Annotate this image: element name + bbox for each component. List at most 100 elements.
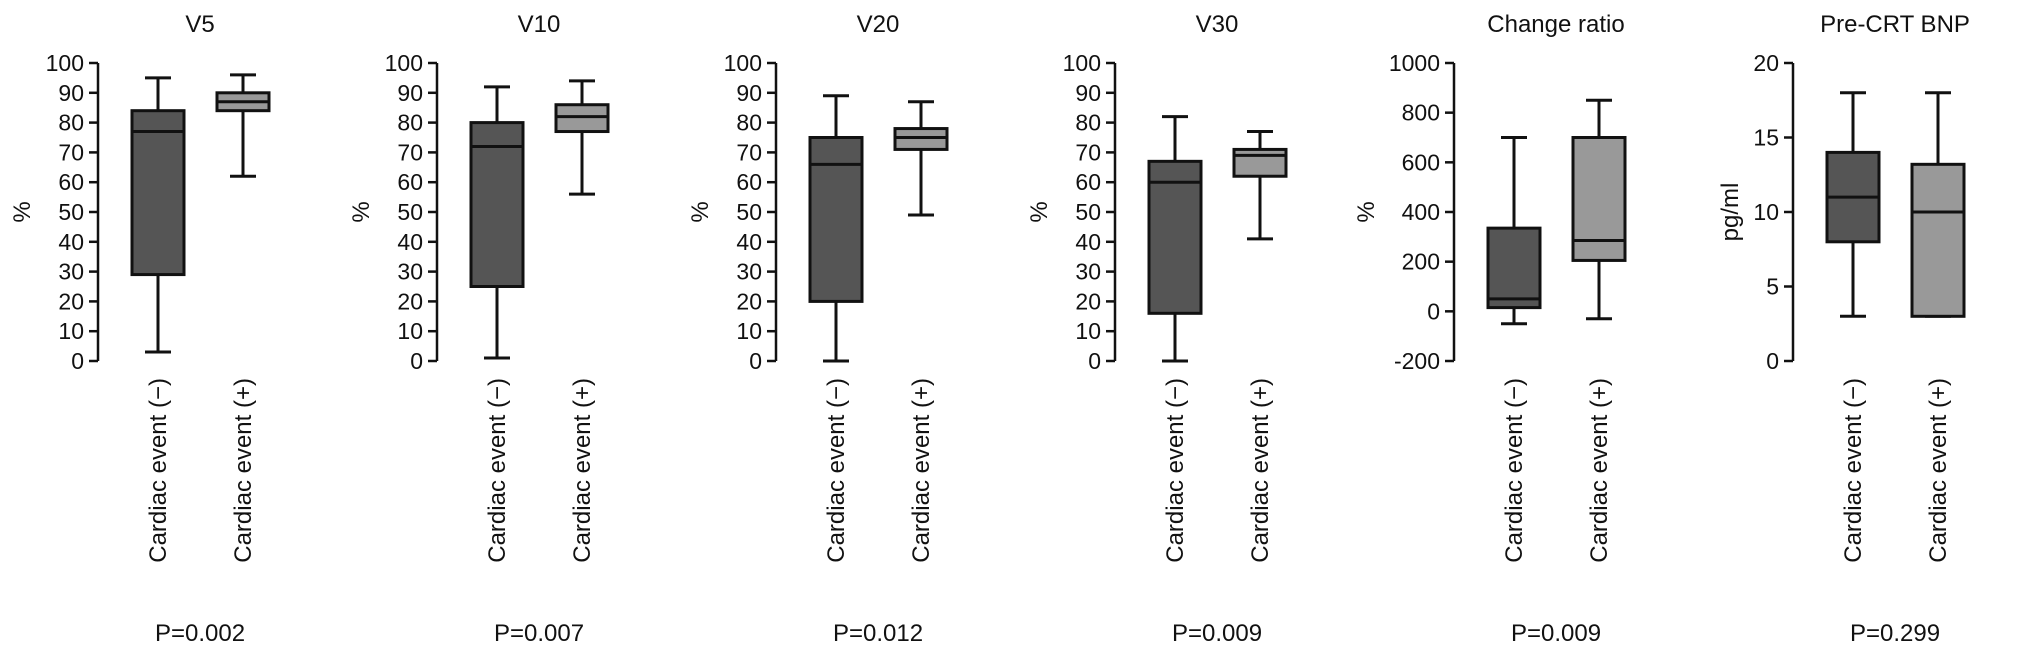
y-tick-label: 20 <box>1075 288 1101 314</box>
chart-title: V30 <box>1196 11 1239 38</box>
chart-title: V10 <box>518 11 561 38</box>
category-label: Cardiac event (+) <box>1925 378 1952 563</box>
category-label: Cardiac event (−) <box>823 378 850 563</box>
y-tick-label: 15 <box>1753 125 1779 151</box>
y-tick-label: 20 <box>736 288 762 314</box>
y-tick-label: 60 <box>1075 169 1101 195</box>
box-cardiac-event-plus <box>1910 91 1966 318</box>
iqr-box <box>808 136 864 303</box>
iqr-box <box>1147 159 1203 315</box>
chart-panel-5: Change ratio -200 0 200 400 600 800 1000% Cardia… <box>1353 11 1627 647</box>
p-value: P=0.009 <box>1511 620 1601 647</box>
y-tick-label: 0 <box>1088 348 1101 374</box>
category-label: Cardiac event (+) <box>569 378 596 563</box>
y-tick-label: 90 <box>58 80 84 106</box>
y-tick-label: 60 <box>58 169 84 195</box>
box-cardiac-event-minus <box>1147 115 1203 363</box>
iqr-box <box>1232 147 1288 178</box>
category-label: Cardiac event (−) <box>1840 378 1867 563</box>
y-tick-label: 40 <box>736 229 762 255</box>
box-cardiac-event-plus <box>893 100 949 217</box>
category-label: Cardiac event (−) <box>1501 378 1528 563</box>
p-value: P=0.012 <box>833 620 923 647</box>
y-tick-label: 30 <box>736 259 762 285</box>
p-value: P=0.007 <box>494 620 584 647</box>
box-cardiac-event-minus <box>1825 91 1881 318</box>
y-tick-label: 70 <box>58 139 84 165</box>
y-tick-label: 50 <box>58 199 84 225</box>
y-tick-label: 30 <box>397 259 423 285</box>
y-tick-label: 50 <box>397 199 423 225</box>
y-axis-label: pg/ml <box>1717 183 1744 242</box>
y-axis-label: % <box>1353 201 1380 222</box>
y-tick-label: 5 <box>1766 274 1779 300</box>
chart-title: Pre-CRT BNP <box>1820 11 1970 38</box>
y-tick-label: 20 <box>397 288 423 314</box>
category-label: Cardiac event (+) <box>1247 378 1274 563</box>
y-tick-label: 60 <box>397 169 423 195</box>
y-axis-label: % <box>1026 201 1053 222</box>
iqr-box <box>130 109 186 277</box>
p-value: P=0.009 <box>1172 620 1262 647</box>
y-tick-label: 80 <box>1075 110 1101 136</box>
y-tick-label: 10 <box>397 318 423 344</box>
y-tick-label: 80 <box>58 110 84 136</box>
y-tick-label: 70 <box>1075 139 1101 165</box>
iqr-box <box>469 121 525 288</box>
y-tick-label: 60 <box>736 169 762 195</box>
category-label: Cardiac event (+) <box>230 378 257 563</box>
p-value: P=0.002 <box>155 620 245 647</box>
y-tick-label: 800 <box>1402 100 1440 126</box>
y-tick-label: 20 <box>58 288 84 314</box>
y-tick-label: 100 <box>724 50 762 76</box>
box-cardiac-event-plus <box>1232 130 1288 241</box>
y-tick-label: 400 <box>1402 199 1440 225</box>
box-cardiac-event-minus <box>1486 136 1542 326</box>
y-tick-label: 50 <box>1075 199 1101 225</box>
y-tick-label: -200 <box>1394 348 1440 374</box>
box-cardiac-event-minus <box>130 76 186 354</box>
y-axis-label: % <box>9 201 36 222</box>
box-cardiac-event-minus <box>469 85 525 360</box>
y-tick-label: 10 <box>1075 318 1101 344</box>
y-tick-label: 20 <box>1753 50 1779 76</box>
iqr-box <box>1910 162 1966 318</box>
y-tick-label: 40 <box>1075 229 1101 255</box>
chart-title: V20 <box>857 11 900 38</box>
y-tick-label: 600 <box>1402 149 1440 175</box>
iqr-box <box>1486 226 1542 310</box>
y-tick-label: 10 <box>736 318 762 344</box>
y-tick-label: 1000 <box>1389 50 1440 76</box>
y-tick-label: 40 <box>397 229 423 255</box>
category-label: Cardiac event (−) <box>145 378 172 563</box>
box-cardiac-event-plus <box>1571 98 1627 321</box>
y-tick-label: 100 <box>385 50 423 76</box>
chart-panel-3: V20 0 10 20 30 40 50 60 70 80 90 100% Cardiac event … <box>687 11 949 647</box>
p-value: P=0.299 <box>1850 620 1940 647</box>
y-tick-label: 80 <box>397 110 423 136</box>
y-tick-label: 90 <box>736 80 762 106</box>
chart-panel-4: V30 0 10 20 30 40 50 60 70 80 90 100% Cardiac event … <box>1026 11 1288 647</box>
y-axis-label: % <box>687 201 714 222</box>
y-axis-label: % <box>348 201 375 222</box>
y-tick-label: 80 <box>736 110 762 136</box>
chart-panel-6: Pre-CRT BNP 0 5 10 15 20 pg/ml Cardiac event (−… <box>1717 11 1970 647</box>
category-label: Cardiac event (−) <box>484 378 511 563</box>
y-tick-label: 50 <box>736 199 762 225</box>
chart-panel-2: V10 0 10 20 30 40 50 60 70 80 90 100% Cardiac event … <box>348 11 610 647</box>
box-cardiac-event-plus <box>215 73 271 178</box>
category-label: Cardiac event (+) <box>908 378 935 563</box>
y-tick-label: 10 <box>1753 199 1779 225</box>
y-tick-label: 0 <box>410 348 423 374</box>
y-tick-label: 10 <box>58 318 84 344</box>
category-label: Cardiac event (+) <box>1586 378 1613 563</box>
y-tick-label: 90 <box>397 80 423 106</box>
y-tick-label: 100 <box>46 50 84 76</box>
y-tick-label: 40 <box>58 229 84 255</box>
y-tick-label: 100 <box>1063 50 1101 76</box>
chart-title: V5 <box>185 11 214 38</box>
y-tick-label: 0 <box>749 348 762 374</box>
y-tick-label: 0 <box>1766 348 1779 374</box>
